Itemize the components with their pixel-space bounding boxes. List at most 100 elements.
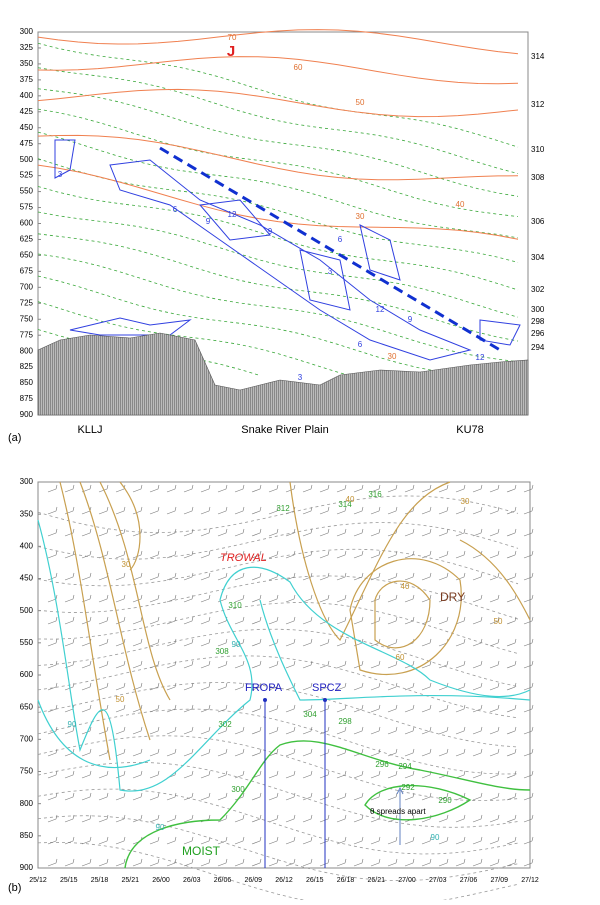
- wind-barb: [268, 814, 279, 823]
- x-tick-label: 27/03: [429, 877, 447, 884]
- wind-barb: [302, 704, 313, 713]
- wind-barb: [404, 572, 415, 581]
- wind-barb: [81, 792, 92, 801]
- wind-barb: [98, 616, 109, 625]
- speed-label: 30: [461, 497, 470, 506]
- wind-barb: [200, 616, 211, 625]
- wind-barb: [421, 748, 432, 757]
- wind-barb: [336, 836, 347, 845]
- wind-barb: [438, 660, 449, 669]
- wind-barb: [370, 506, 381, 515]
- wind-barb: [353, 660, 364, 669]
- wind-barb: [336, 726, 347, 735]
- wind-barb: [455, 660, 466, 669]
- theta-label: 296: [375, 760, 389, 769]
- isotach: [37, 88, 519, 118]
- wind-barb: [81, 748, 92, 757]
- speed-contour: [79, 481, 151, 741]
- wind-barb: [183, 704, 194, 713]
- y-tick-label: 600: [20, 219, 34, 228]
- wind-barb: [523, 792, 534, 801]
- wind-barb: [268, 506, 279, 515]
- wind-barb: [455, 594, 466, 603]
- wind-barb: [455, 572, 466, 581]
- wind-barb: [268, 528, 279, 537]
- x-tick-label: 26/03: [183, 877, 201, 884]
- wind-barb: [489, 506, 500, 515]
- wind-barb: [132, 484, 143, 493]
- theta-label: 308: [531, 173, 545, 182]
- wind-barb: [251, 616, 262, 625]
- wind-barb: [47, 858, 58, 867]
- wind-barb: [455, 616, 466, 625]
- wind-barb: [302, 792, 313, 801]
- isotach: [37, 164, 519, 240]
- wind-barb: [217, 528, 228, 537]
- wind-barb: [98, 726, 109, 735]
- wind-barb: [353, 704, 364, 713]
- isotach: [37, 56, 519, 85]
- x-tick-label: 25/18: [91, 877, 109, 884]
- wind-barb: [506, 594, 517, 603]
- x-tick-label: 26/06: [214, 877, 232, 884]
- wind-barb: [336, 682, 347, 691]
- wind-barb: [319, 792, 330, 801]
- wind-barb: [217, 594, 228, 603]
- wind-barb: [421, 506, 432, 515]
- wind-barb: [268, 484, 279, 493]
- wind-barb: [319, 704, 330, 713]
- speed-contour: [349, 558, 462, 676]
- wind-barb: [98, 484, 109, 493]
- wind-barb: [251, 484, 262, 493]
- wind-barb: [455, 836, 466, 845]
- y-tick-label: 450: [20, 574, 34, 583]
- wind-barb: [251, 814, 262, 823]
- wind-barb: [370, 484, 381, 493]
- wind-barb: [149, 748, 160, 757]
- wind-barb: [183, 484, 194, 493]
- wind-barb: [47, 792, 58, 801]
- theta-line: [37, 253, 519, 363]
- wind-barb: [183, 858, 194, 867]
- wind-barb: [506, 858, 517, 867]
- wind-barb: [421, 484, 432, 493]
- wind-barb: [336, 638, 347, 647]
- wind-barb: [523, 814, 534, 823]
- wind-barb: [285, 726, 296, 735]
- speed-contour: [99, 481, 171, 701]
- station: Snake River Plain: [241, 424, 328, 436]
- wind-barb: [285, 528, 296, 537]
- wind-barb: [506, 616, 517, 625]
- theta-label: 304: [531, 253, 545, 262]
- wind-barb: [285, 748, 296, 757]
- wind-barb: [336, 506, 347, 515]
- wind-barb: [472, 660, 483, 669]
- wind-barb: [438, 814, 449, 823]
- y-tick-label: 775: [20, 330, 34, 339]
- wind-barb: [268, 836, 279, 845]
- wind-barb: [234, 528, 245, 537]
- wind-barb: [217, 682, 228, 691]
- wind-barb: [523, 572, 534, 581]
- theta-line: [37, 762, 519, 828]
- theta-label: 290: [438, 796, 452, 805]
- wind-barb: [149, 770, 160, 779]
- wind-barb: [166, 748, 177, 757]
- wind-barb: [217, 506, 228, 515]
- theta-label: 306: [531, 217, 545, 226]
- wind-barb: [149, 836, 160, 845]
- wind-barb: [81, 682, 92, 691]
- event-dot: [263, 698, 267, 702]
- wind-barb: [200, 506, 211, 515]
- wind-barb: [370, 836, 381, 845]
- wind-barb: [47, 836, 58, 845]
- panel-b: 300 350 400 450 500 550 600 650 700 750 800 850 900 2…: [20, 477, 539, 905]
- wind-barb: [234, 682, 245, 691]
- wind-barb: [115, 770, 126, 779]
- speed-contour: [459, 539, 531, 621]
- wind-barb: [64, 484, 75, 493]
- wind-barb: [438, 550, 449, 559]
- wind-barb: [421, 572, 432, 581]
- isotach-label: 70: [228, 33, 237, 42]
